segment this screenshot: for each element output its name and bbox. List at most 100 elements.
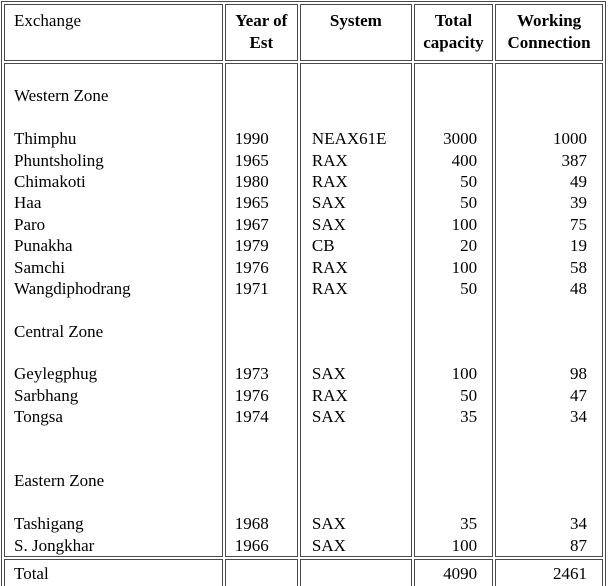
cell-exchange: S. Jongkhar [14,535,95,555]
cell-exchange: Geylegphug [14,364,98,384]
cell-year: 1979 [234,236,269,256]
cell-capacity: 3000 [443,129,478,149]
cell-year: 1971 [234,278,269,298]
total-working-value: 2461 [495,559,603,586]
zone-label: Western Zone [14,86,109,106]
cell-exchange: Thimphu [14,129,77,149]
cell-capacity: 100 [451,364,478,384]
total-label: Total [4,559,223,586]
cell-exchange: Haa [14,193,42,213]
blank-line [5,492,222,513]
cell-capacity: 100 [451,214,478,234]
cell-working: 87 [570,535,587,555]
blank-line [5,449,222,470]
cell-exchange: Chimakoti [14,171,86,191]
cell-capacity: 35 [460,407,478,427]
cell-exchange: Samchi [14,257,65,277]
blank-line [301,299,411,320]
total-row: Total 4090 2461 [4,559,603,586]
cell-system: SAX [311,193,346,213]
cell-capacity: 50 [460,278,478,298]
cell-year: 1976 [234,385,269,405]
blank-line [226,64,297,85]
total-system-cell-empty [299,559,412,586]
body-col-system: NEAX61E RAX RAX SAX SAX CB RAX RAX SAX RAX SAX SA… [299,63,412,557]
blank-line [301,342,411,363]
cell-working: 75 [570,214,587,234]
cell-working: 39 [570,193,587,213]
zone-label: Central Zone [14,321,104,341]
blank-line [301,449,411,470]
cell-system: RAX [311,171,348,191]
cell-working: 49 [570,171,587,191]
body-col-exchange: Western Zone Thimphu Phuntsholing Chimakot… [4,63,223,557]
cell-year: 1968 [234,514,269,534]
cell-system: SAX [311,364,346,384]
cell-working: 34 [570,514,587,534]
blank-line [5,299,222,320]
blank-line [415,492,492,513]
cell-system: RAX [311,278,348,298]
cell-system: RAX [311,257,348,277]
cell-system: CB [311,236,335,256]
cell-working: 34 [570,407,587,427]
total-year-cell-empty [224,559,298,586]
blank-line [496,470,602,491]
cell-system: SAX [311,514,346,534]
header-system: System [299,4,412,61]
cell-capacity: 400 [451,150,478,170]
blank-line [496,449,602,470]
cell-year: 1974 [234,407,269,427]
blank-line [226,470,297,491]
cell-capacity: 50 [460,171,478,191]
blank-line [5,428,222,449]
cell-year: 1965 [234,193,269,213]
cell-system: RAX [311,150,348,170]
blank-line [496,342,602,363]
blank-line [496,492,602,513]
body-col-year: 1990 1965 1980 1965 1967 1979 1976 1971 1973 197… [224,63,298,557]
header-year-of-est: Year of Est [224,4,298,61]
blank-line [226,321,297,342]
cell-working: 19 [570,236,587,256]
cell-year: 1973 [234,364,269,384]
blank-line [496,64,602,85]
blank-line [226,492,297,513]
cell-working: 48 [570,278,587,298]
cell-working: 58 [570,257,587,277]
blank-line [226,85,297,106]
blank-line [5,107,222,128]
blank-line [226,428,297,449]
blank-line [301,107,411,128]
cell-exchange: Phuntsholing [14,150,104,170]
blank-line [415,85,492,106]
blank-line [301,428,411,449]
cell-year: 1965 [234,150,269,170]
cell-system: SAX [311,535,346,555]
cell-year: 1967 [234,214,269,234]
blank-line [415,428,492,449]
blank-line [415,321,492,342]
cell-system: NEAX61E [311,129,387,149]
cell-capacity: 20 [460,236,478,256]
cell-capacity: 50 [460,385,478,405]
blank-line [5,64,222,85]
blank-line [496,107,602,128]
cell-exchange: Wangdiphodrang [14,278,131,298]
blank-line [496,428,602,449]
blank-line [415,342,492,363]
cell-year: 1976 [234,257,269,277]
blank-line [496,321,602,342]
blank-line [415,299,492,320]
blank-line [301,470,411,491]
blank-line [226,107,297,128]
cell-working: 387 [561,150,588,170]
blank-line [301,64,411,85]
cell-year: 1980 [234,171,269,191]
cell-year: 1966 [234,535,269,555]
zone-label: Eastern Zone [14,471,105,491]
header-total-capacity: Total capacity [413,4,494,61]
header-exchange: Exchange [4,4,223,61]
blank-line [301,85,411,106]
